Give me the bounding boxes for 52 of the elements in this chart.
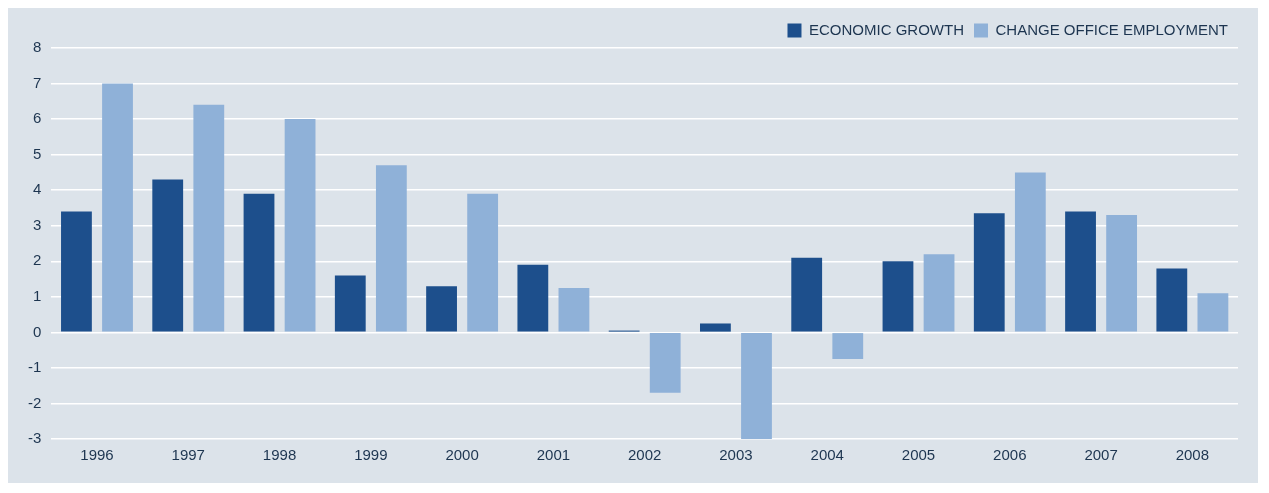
bar [152,179,184,332]
y-tick-label: 1 [32,286,42,304]
bar [61,211,92,332]
y-tick-label: 2 [32,251,42,269]
bar [882,261,914,332]
bar [741,333,772,439]
y-tick-label: 4 [32,180,42,198]
y-tick-label: 7 [32,73,42,91]
y-tick-label: 0 [32,322,42,340]
y-tick-label: 8 [32,38,42,56]
bar [467,193,499,332]
bar [1014,172,1046,332]
bar [375,165,407,332]
x-tick-label: 2007 [1084,446,1118,464]
y-tick-label: 6 [32,109,42,127]
bar [832,333,864,360]
x-tick-label: 2006 [993,446,1027,464]
x-tick-label: 2002 [627,446,662,464]
x-tick-label: 2005 [901,446,936,464]
bar [923,254,955,332]
bar [973,213,1005,332]
bar [334,275,366,332]
bar [193,104,225,332]
bar [102,83,133,332]
bar [1197,293,1229,332]
x-tick-label: 2000 [445,446,479,464]
y-tick-label: -1 [27,358,42,376]
y-tick-label: 5 [32,144,42,162]
x-tick-label: 1998 [262,446,297,464]
x-tick-label: 2008 [1175,446,1210,464]
x-tick-label: 1997 [171,446,205,464]
bar [426,286,457,332]
bar [700,323,731,332]
x-tick-label: 2004 [810,446,844,464]
x-tick-label: 1996 [80,446,114,464]
y-tick-label: 3 [32,215,42,233]
bar [558,287,590,332]
bar [1156,268,1188,332]
x-tick-label: 2003 [719,446,753,464]
x-tick-label: 1999 [354,446,388,464]
bar [791,257,823,332]
legend-label: CHANGE OFFICE EMPLOYMENT [995,20,1229,38]
bar [1065,211,1096,332]
bar [649,333,681,393]
legend-label: ECONOMIC GROWTH [808,20,964,38]
bar [517,264,549,332]
bar [1106,215,1138,332]
x-tick-label: 2001 [536,446,571,464]
bar [243,193,275,332]
y-tick-label: -2 [27,393,42,411]
bar [284,119,316,332]
y-tick-label: -3 [27,429,42,447]
